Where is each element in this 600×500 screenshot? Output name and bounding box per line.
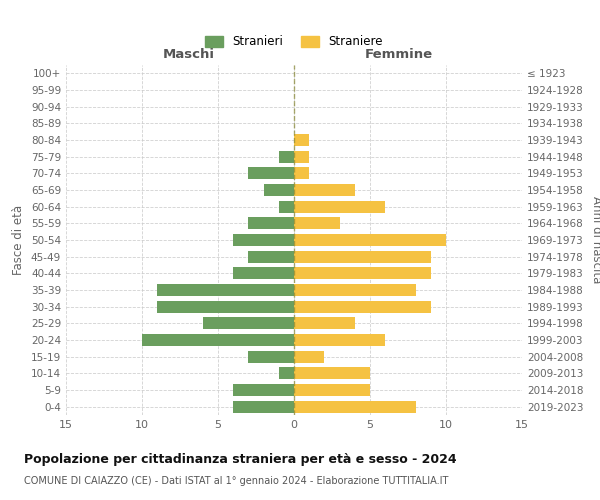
Bar: [294, 134, 309, 146]
Bar: [248, 250, 294, 262]
Bar: [294, 384, 370, 396]
Bar: [157, 284, 294, 296]
Bar: [248, 350, 294, 362]
Bar: [233, 400, 294, 412]
Bar: [294, 300, 431, 312]
Bar: [294, 368, 370, 380]
Bar: [279, 150, 294, 162]
Legend: Stranieri, Straniere: Stranieri, Straniere: [200, 30, 388, 53]
Bar: [203, 318, 294, 330]
Bar: [294, 268, 431, 280]
Text: Femmine: Femmine: [365, 48, 433, 62]
Text: COMUNE DI CAIAZZO (CE) - Dati ISTAT al 1° gennaio 2024 - Elaborazione TUTTITALIA: COMUNE DI CAIAZZO (CE) - Dati ISTAT al 1…: [24, 476, 448, 486]
Y-axis label: Anni di nascita: Anni di nascita: [590, 196, 600, 284]
Bar: [294, 234, 446, 246]
Text: Popolazione per cittadinanza straniera per età e sesso - 2024: Popolazione per cittadinanza straniera p…: [24, 452, 457, 466]
Bar: [157, 300, 294, 312]
Y-axis label: Fasce di età: Fasce di età: [13, 205, 25, 275]
Bar: [294, 184, 355, 196]
Bar: [294, 334, 385, 346]
Bar: [294, 250, 431, 262]
Bar: [294, 284, 416, 296]
Bar: [279, 200, 294, 212]
Bar: [233, 384, 294, 396]
Bar: [294, 200, 385, 212]
Bar: [248, 168, 294, 179]
Bar: [294, 318, 355, 330]
Bar: [233, 268, 294, 280]
Bar: [294, 400, 416, 412]
Text: Maschi: Maschi: [163, 48, 215, 62]
Bar: [279, 368, 294, 380]
Bar: [233, 234, 294, 246]
Bar: [294, 350, 325, 362]
Bar: [248, 218, 294, 230]
Bar: [142, 334, 294, 346]
Bar: [294, 218, 340, 230]
Bar: [294, 150, 309, 162]
Bar: [294, 168, 309, 179]
Bar: [263, 184, 294, 196]
